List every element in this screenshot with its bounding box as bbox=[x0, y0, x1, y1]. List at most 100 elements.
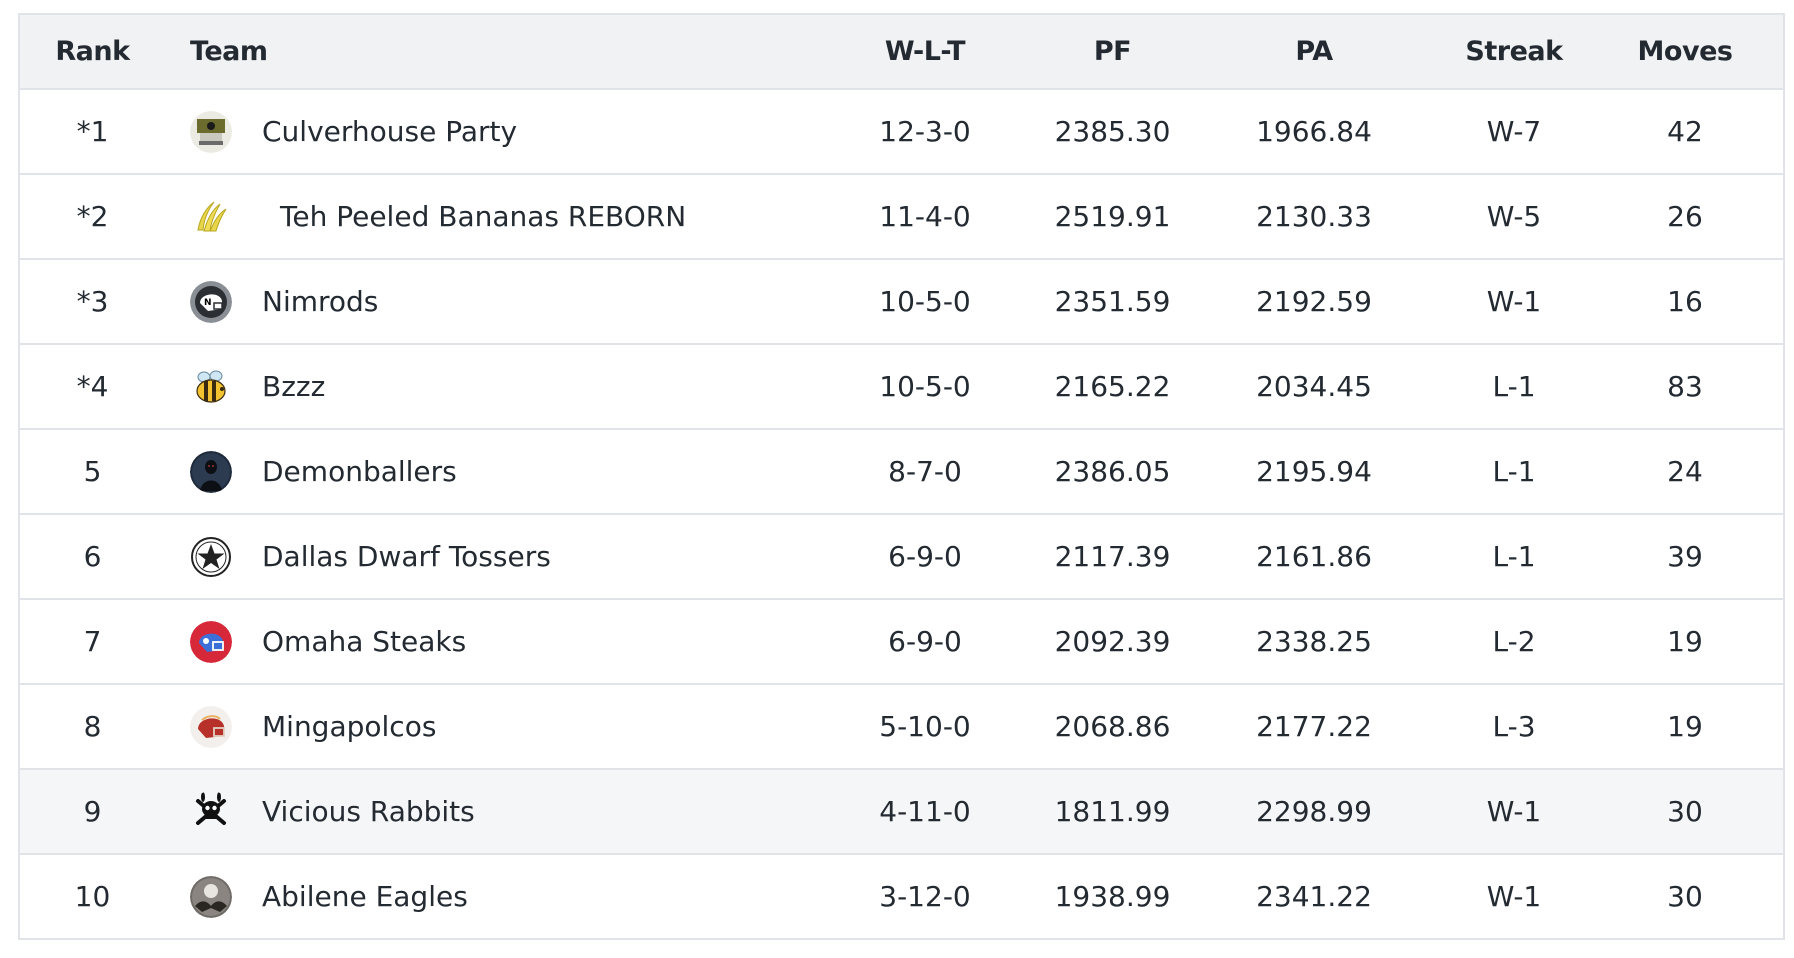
pa-cell: 2338.25 bbox=[1256, 625, 1372, 658]
pa-cell: 2195.94 bbox=[1256, 455, 1372, 488]
header-team[interactable]: Team bbox=[165, 36, 830, 67]
header-team-label: Team bbox=[190, 36, 268, 67]
bee-logo-icon[interactable] bbox=[190, 365, 232, 408]
table-row: 8 Mingapolcos 5-10-0 2068.86 2177.22 L-3… bbox=[20, 685, 1783, 770]
pa-cell: 2298.99 bbox=[1256, 795, 1372, 828]
header-pa[interactable]: PA bbox=[1295, 36, 1333, 67]
header-moves[interactable]: Moves bbox=[1637, 36, 1733, 67]
skull-crossbones-logo-icon[interactable] bbox=[190, 790, 232, 833]
dark-figure-logo-icon[interactable] bbox=[190, 450, 232, 493]
pa-cell: 2177.22 bbox=[1256, 710, 1372, 743]
rank-cell: 9 bbox=[83, 795, 102, 828]
team-cell: Dallas Dwarf Tossers bbox=[165, 535, 830, 578]
pf-cell: 2117.39 bbox=[1054, 540, 1171, 573]
pf-cell: 2351.59 bbox=[1054, 285, 1171, 318]
pf-cell: 2385.30 bbox=[1054, 115, 1171, 148]
pa-cell: 2341.22 bbox=[1256, 880, 1372, 913]
pf-cell: 2092.39 bbox=[1054, 625, 1171, 658]
team-cell: N Nimrods bbox=[165, 280, 830, 323]
team-name-link[interactable]: Bzzz bbox=[262, 370, 326, 403]
pf-cell: 1811.99 bbox=[1054, 795, 1171, 828]
table-row: 5 Demonballers 8-7-0 2386.05 2195.94 L-1… bbox=[20, 430, 1783, 515]
rank-cell: 7 bbox=[83, 625, 102, 658]
wlt-cell: 5-10-0 bbox=[879, 710, 971, 743]
team-name-link[interactable]: Dallas Dwarf Tossers bbox=[262, 540, 551, 573]
header-streak[interactable]: Streak bbox=[1465, 36, 1563, 67]
svg-text:N: N bbox=[204, 298, 212, 308]
pa-cell: 2192.59 bbox=[1256, 285, 1372, 318]
team-name-link[interactable]: Vicious Rabbits bbox=[262, 795, 475, 828]
pf-cell: 2165.22 bbox=[1054, 370, 1171, 403]
streak-cell: L-2 bbox=[1492, 625, 1536, 658]
moves-cell: 19 bbox=[1667, 625, 1703, 658]
rank-cell: *4 bbox=[76, 370, 109, 403]
streak-cell: W-7 bbox=[1486, 115, 1542, 148]
team-name-link[interactable]: Culverhouse Party bbox=[262, 115, 518, 148]
rank-cell: 5 bbox=[83, 455, 102, 488]
team-cell: Omaha Steaks bbox=[165, 620, 830, 663]
streak-cell: L-1 bbox=[1492, 455, 1536, 488]
header-pf[interactable]: PF bbox=[1093, 36, 1132, 67]
rank-cell: *1 bbox=[76, 115, 109, 148]
team-cell: Demonballers bbox=[165, 450, 830, 493]
moves-cell: 83 bbox=[1667, 370, 1703, 403]
team-name-link[interactable]: Abilene Eagles bbox=[262, 880, 468, 913]
streak-cell: L-1 bbox=[1492, 540, 1536, 573]
table-row: 10 Abilene Eagles 3-12-0 1938.99 2341.22… bbox=[20, 855, 1783, 940]
wlt-cell: 10-5-0 bbox=[879, 370, 971, 403]
pa-cell: 1966.84 bbox=[1256, 115, 1372, 148]
table-row: *3 N Nimrods 10-5-0 2351.59 2192.59 W-1 … bbox=[20, 260, 1783, 345]
wlt-cell: 6-9-0 bbox=[888, 625, 962, 658]
star-logo-icon[interactable] bbox=[190, 535, 232, 578]
team-name-link[interactable]: Nimrods bbox=[262, 285, 379, 318]
header-wlt[interactable]: W-L-T bbox=[884, 36, 966, 67]
standings-table: Rank Team W-L-T PF PA Streak Moves *1 Cu… bbox=[18, 13, 1785, 940]
streak-cell: W-1 bbox=[1486, 795, 1542, 828]
wlt-cell: 11-4-0 bbox=[879, 200, 971, 233]
wlt-cell: 6-9-0 bbox=[888, 540, 962, 573]
wlt-cell: 3-12-0 bbox=[879, 880, 971, 913]
green-badge-logo-icon[interactable] bbox=[190, 110, 232, 153]
table-row: *1 Culverhouse Party 12-3-0 2385.30 1966… bbox=[20, 90, 1783, 175]
team-cell: Abilene Eagles bbox=[165, 875, 830, 918]
table-header: Rank Team W-L-T PF PA Streak Moves bbox=[20, 15, 1783, 90]
streak-cell: L-3 bbox=[1492, 710, 1536, 743]
streak-cell: L-1 bbox=[1492, 370, 1536, 403]
header-rank[interactable]: Rank bbox=[55, 36, 130, 67]
eagle-logo-icon[interactable] bbox=[190, 875, 232, 918]
streak-cell: W-5 bbox=[1486, 200, 1542, 233]
table-row: 7 Omaha Steaks 6-9-0 2092.39 2338.25 L-2… bbox=[20, 600, 1783, 685]
team-cell: Vicious Rabbits bbox=[165, 790, 830, 833]
team-cell: Mingapolcos bbox=[165, 705, 830, 748]
team-cell: Bzzz bbox=[165, 365, 830, 408]
team-cell: Culverhouse Party bbox=[165, 110, 830, 153]
team-name-link[interactable]: Teh Peeled Bananas REBORN bbox=[280, 200, 687, 233]
team-name-link[interactable]: Demonballers bbox=[262, 455, 457, 488]
wlt-cell: 10-5-0 bbox=[879, 285, 971, 318]
wlt-cell: 4-11-0 bbox=[879, 795, 971, 828]
moves-cell: 42 bbox=[1667, 115, 1703, 148]
pa-cell: 2161.86 bbox=[1256, 540, 1372, 573]
moves-cell: 30 bbox=[1667, 795, 1703, 828]
wlt-cell: 8-7-0 bbox=[888, 455, 962, 488]
table-row: *2 Teh Peeled Bananas REBORN 11-4-0 2519… bbox=[20, 175, 1783, 260]
team-name-link[interactable]: Omaha Steaks bbox=[262, 625, 467, 658]
team-cell: Teh Peeled Bananas REBORN bbox=[165, 195, 830, 238]
banana-logo-icon[interactable] bbox=[190, 195, 232, 238]
football-helmet-logo-icon[interactable]: N bbox=[190, 280, 232, 323]
rank-cell: *2 bbox=[76, 200, 109, 233]
moves-cell: 26 bbox=[1667, 200, 1703, 233]
table-row: *4 Bzzz 10-5-0 2165.22 2034.45 L-1 83 bbox=[20, 345, 1783, 430]
blue-helmet-logo-icon[interactable] bbox=[190, 620, 232, 663]
red-helmet-logo-icon[interactable] bbox=[190, 705, 232, 748]
moves-cell: 16 bbox=[1667, 285, 1703, 318]
pa-cell: 2130.33 bbox=[1256, 200, 1372, 233]
table-row: 9 Vicious Rabbits 4-11-0 1811.99 2298.99… bbox=[20, 770, 1783, 855]
pf-cell: 2068.86 bbox=[1054, 710, 1171, 743]
streak-cell: W-1 bbox=[1486, 880, 1542, 913]
moves-cell: 39 bbox=[1667, 540, 1703, 573]
team-name-link[interactable]: Mingapolcos bbox=[262, 710, 437, 743]
pf-cell: 2519.91 bbox=[1054, 200, 1171, 233]
table-row: 6 Dallas Dwarf Tossers 6-9-0 2117.39 216… bbox=[20, 515, 1783, 600]
moves-cell: 30 bbox=[1667, 880, 1703, 913]
